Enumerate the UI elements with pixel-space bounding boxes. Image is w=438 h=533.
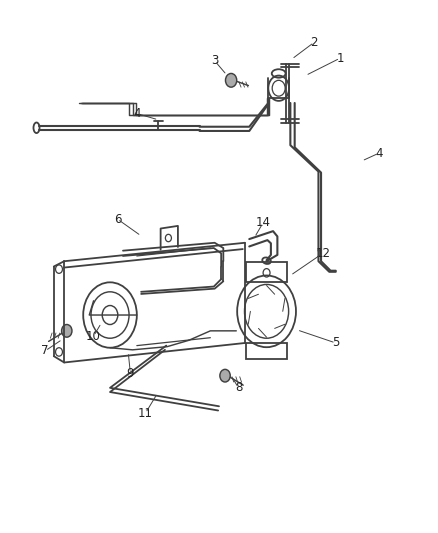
Text: 12: 12	[315, 247, 330, 260]
Text: 5: 5	[332, 336, 339, 350]
Circle shape	[220, 369, 230, 382]
Text: 4: 4	[133, 107, 141, 120]
Text: 6: 6	[113, 213, 121, 225]
Text: 9: 9	[127, 367, 134, 379]
Text: 4: 4	[375, 147, 383, 159]
Text: 1: 1	[336, 52, 344, 64]
Text: 14: 14	[256, 216, 271, 229]
Circle shape	[226, 74, 237, 87]
Text: 7: 7	[42, 344, 49, 358]
Text: 2: 2	[311, 36, 318, 49]
Bar	[268, 75, 289, 98]
Bar	[246, 262, 287, 282]
Text: 3: 3	[211, 54, 219, 67]
Text: 11: 11	[138, 407, 153, 419]
Text: 10: 10	[86, 329, 101, 343]
Bar	[246, 343, 287, 359]
Text: 8: 8	[235, 381, 242, 394]
Circle shape	[62, 325, 72, 337]
